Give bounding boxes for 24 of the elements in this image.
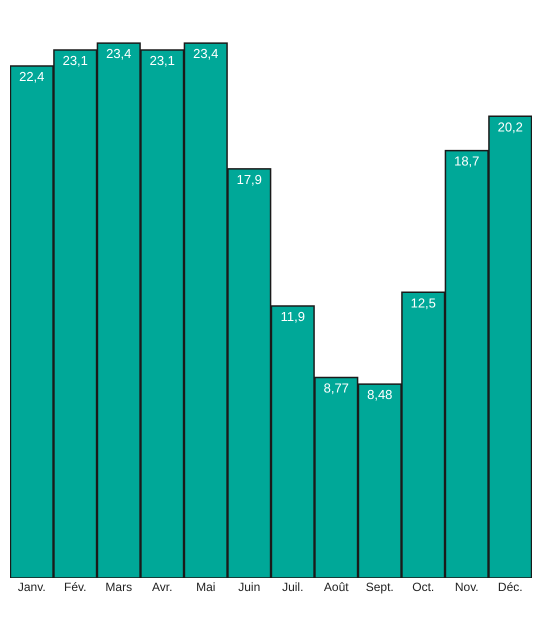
x-tick-label: Sept. [366, 580, 394, 594]
data-label: 12,5 [410, 295, 436, 310]
x-tick-label: Mars [105, 580, 132, 594]
data-label: 11,9 [280, 309, 305, 324]
data-label: 23,1 [150, 53, 175, 68]
x-tick-label: Juin [238, 580, 260, 594]
x-tick-label: Avr. [152, 580, 172, 594]
x-tick-label: Nov. [454, 580, 479, 594]
data-label: 23,4 [106, 46, 132, 62]
data-label: 17,9 [236, 172, 262, 187]
x-tick-label: Janv. [18, 580, 46, 594]
x-tick-label: Fév. [64, 580, 86, 594]
data-label: 18,7 [454, 154, 480, 169]
x-tick-label: Oct. [412, 580, 434, 594]
data-label: 22,4 [19, 69, 44, 84]
data-label: 23,1 [62, 53, 88, 68]
data-label: 8,48 [367, 387, 392, 402]
x-tick-label: Août [324, 580, 350, 594]
data-label: 20,2 [498, 119, 523, 134]
x-tick-label: Juil. [282, 580, 304, 594]
x-tick-label: Mai [196, 580, 216, 594]
data-label: 23,4 [193, 46, 218, 62]
data-label: 8,77 [324, 380, 349, 396]
x-tick-label: Déc. [498, 580, 523, 594]
